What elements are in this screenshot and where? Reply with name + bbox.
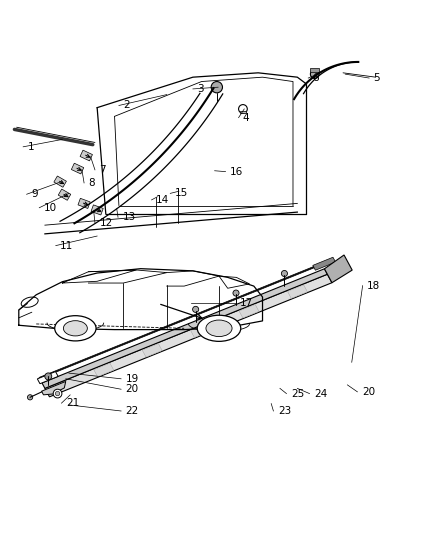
- Polygon shape: [325, 255, 352, 282]
- Polygon shape: [191, 324, 211, 337]
- Circle shape: [55, 391, 60, 395]
- Text: 19: 19: [125, 374, 139, 384]
- Text: 2: 2: [123, 100, 130, 110]
- Ellipse shape: [21, 297, 38, 308]
- Text: 5: 5: [374, 73, 380, 83]
- Text: 12: 12: [99, 218, 113, 228]
- Text: 20: 20: [362, 387, 375, 397]
- Polygon shape: [37, 372, 58, 384]
- Text: 18: 18: [367, 281, 380, 290]
- Polygon shape: [39, 260, 330, 378]
- Text: 3: 3: [197, 84, 204, 94]
- Text: 15: 15: [175, 188, 188, 198]
- Circle shape: [211, 82, 223, 93]
- Text: 10: 10: [44, 203, 57, 213]
- Text: 17: 17: [240, 298, 253, 309]
- Polygon shape: [78, 198, 90, 208]
- Polygon shape: [313, 257, 336, 270]
- Circle shape: [193, 306, 199, 312]
- Circle shape: [311, 70, 319, 78]
- Ellipse shape: [55, 316, 96, 341]
- Polygon shape: [94, 363, 114, 377]
- Ellipse shape: [197, 315, 241, 341]
- Text: 1: 1: [28, 142, 34, 152]
- Polygon shape: [239, 304, 259, 318]
- Polygon shape: [311, 68, 319, 71]
- Text: 23: 23: [278, 406, 291, 416]
- Ellipse shape: [64, 321, 87, 336]
- Text: 13: 13: [122, 212, 136, 222]
- Text: 4: 4: [243, 112, 250, 123]
- Circle shape: [281, 270, 287, 277]
- Text: 20: 20: [125, 384, 138, 394]
- Text: 6: 6: [313, 73, 319, 83]
- Polygon shape: [71, 163, 84, 174]
- Polygon shape: [91, 205, 103, 215]
- Text: 7: 7: [99, 165, 106, 175]
- Text: 14: 14: [156, 195, 169, 205]
- Polygon shape: [240, 111, 246, 114]
- Circle shape: [28, 395, 33, 400]
- Text: 16: 16: [230, 167, 243, 176]
- Circle shape: [45, 373, 52, 380]
- Circle shape: [233, 290, 239, 296]
- Polygon shape: [142, 344, 162, 357]
- Polygon shape: [42, 382, 66, 395]
- Ellipse shape: [206, 320, 232, 336]
- Text: 24: 24: [314, 389, 327, 399]
- Polygon shape: [287, 285, 307, 298]
- Text: 11: 11: [60, 240, 74, 251]
- Polygon shape: [58, 189, 71, 200]
- Polygon shape: [80, 150, 92, 161]
- Circle shape: [239, 104, 247, 114]
- Polygon shape: [54, 176, 67, 187]
- Text: 9: 9: [31, 189, 38, 199]
- Text: 25: 25: [291, 389, 304, 399]
- Text: 21: 21: [66, 398, 79, 408]
- Polygon shape: [42, 269, 327, 389]
- Polygon shape: [45, 274, 332, 397]
- Text: 8: 8: [88, 178, 95, 188]
- Circle shape: [53, 389, 62, 398]
- Text: 22: 22: [125, 406, 139, 416]
